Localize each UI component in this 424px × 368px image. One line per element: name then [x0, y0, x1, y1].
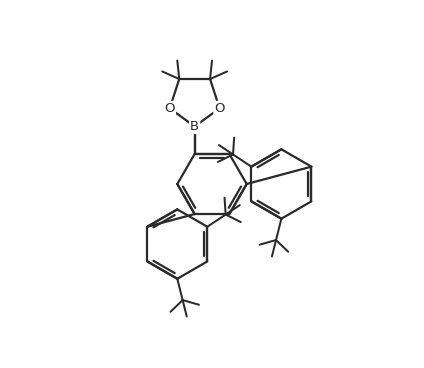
Text: O: O	[165, 102, 175, 115]
Text: O: O	[215, 102, 225, 115]
Text: B: B	[190, 120, 199, 133]
